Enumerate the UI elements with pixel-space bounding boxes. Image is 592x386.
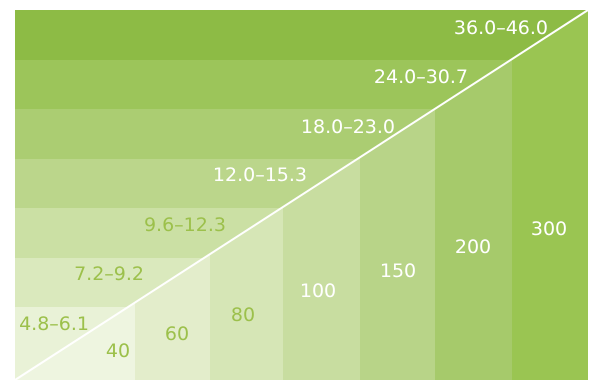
row-label-2: 18.0–23.0 xyxy=(301,116,395,138)
row-band-0 xyxy=(15,10,588,60)
diagonal-divider xyxy=(14,9,589,381)
row-band-2 xyxy=(15,109,435,159)
row-label-3: 12.0–15.3 xyxy=(213,164,307,186)
row-label-4: 9.6–12.3 xyxy=(144,214,226,236)
column-label-1: 60 xyxy=(165,323,189,345)
column-band-1 xyxy=(135,254,210,380)
column-band-5 xyxy=(435,59,512,380)
column-label-4: 150 xyxy=(380,260,416,282)
column-label-3: 100 xyxy=(300,280,336,302)
column-band-6 xyxy=(512,10,588,380)
row-band-4 xyxy=(15,208,282,258)
column-band-4 xyxy=(360,108,435,381)
row-band-1 xyxy=(15,60,511,109)
row-label-1: 24.0–30.7 xyxy=(374,66,468,88)
row-label-6: 4.8–6.1 xyxy=(19,313,89,335)
column-label-0: 40 xyxy=(106,340,130,362)
column-band-3 xyxy=(283,157,360,380)
column-label-6: 300 xyxy=(531,218,567,240)
column-band-2 xyxy=(210,206,283,380)
column-label-2: 80 xyxy=(231,304,255,326)
column-label-5: 200 xyxy=(455,236,491,258)
row-band-5 xyxy=(15,258,204,307)
row-band-3 xyxy=(15,159,358,208)
row-label-5: 7.2–9.2 xyxy=(74,263,144,285)
row-label-0: 36.0–46.0 xyxy=(454,17,548,39)
